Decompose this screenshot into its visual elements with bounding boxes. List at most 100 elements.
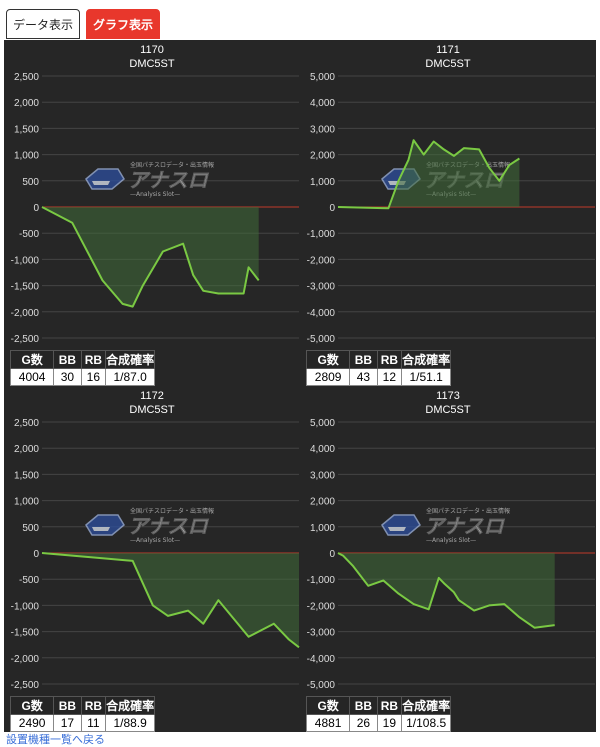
bb-value: 43 bbox=[349, 368, 378, 386]
games-header: G数 bbox=[9, 696, 55, 715]
stats-header-row: G数 BB RB 合成確率 bbox=[9, 696, 156, 715]
machine-model: DMC5ST bbox=[425, 404, 471, 416]
y-tick-label: -2,500 bbox=[11, 334, 40, 345]
bb-value: 26 bbox=[349, 714, 378, 732]
y-tick-label: -1,500 bbox=[11, 282, 40, 293]
bb-header: BB bbox=[53, 350, 82, 369]
games-header: G数 bbox=[305, 696, 351, 715]
machine-number: 1171 bbox=[436, 44, 460, 56]
y-tick-label: 1,000 bbox=[310, 177, 335, 188]
watermark-sub: —Analysis Slot— bbox=[130, 537, 180, 544]
stats-value-row: 2809 43 12 1/51.1 bbox=[305, 368, 452, 386]
payout-area bbox=[42, 207, 259, 307]
payout-area bbox=[338, 140, 520, 209]
y-tick-label: -3,000 bbox=[307, 628, 336, 639]
rb-value: 19 bbox=[376, 714, 403, 732]
rate-value: 1/87.0 bbox=[105, 368, 156, 386]
payout-line bbox=[41, 552, 300, 649]
watermark-logo: アナスロ bbox=[128, 514, 210, 538]
y-tick-label: -2,000 bbox=[11, 308, 40, 319]
bb-header: BB bbox=[53, 696, 82, 715]
y-tick-label: -1,000 bbox=[307, 575, 336, 586]
y-tick-label: 1,500 bbox=[14, 470, 39, 481]
slump-graph: 1173 DMC5ST 5,000 4,000 3,000 2,000 1,000 0 -1,0… bbox=[307, 390, 595, 691]
bb-value: 30 bbox=[53, 368, 82, 386]
stats-table: G数 BB RB 合成確率 2490 17 11 1/88.9 bbox=[9, 696, 156, 732]
y-tick-label: -1,500 bbox=[11, 628, 40, 639]
tab-graph-view[interactable]: グラフ表示 bbox=[86, 9, 161, 39]
rb-value: 16 bbox=[80, 368, 107, 386]
stats-value-row: 4004 30 16 1/87.0 bbox=[9, 368, 156, 386]
machine-model: DMC5ST bbox=[129, 404, 175, 416]
y-tick-label: 0 bbox=[329, 203, 335, 214]
rate-header: 合成確率 bbox=[105, 696, 156, 715]
watermark-tagline: 全国パチスロデータ・出玉情報 bbox=[130, 507, 214, 515]
y-tick-label: -5,000 bbox=[307, 334, 336, 345]
watermark-logo: アナスロ bbox=[424, 514, 506, 538]
stats-table: G数 BB RB 合成確率 4881 26 19 1/108.5 bbox=[305, 696, 452, 732]
stats-table: G数 BB RB 合成確率 2809 43 12 1/51.1 bbox=[305, 350, 452, 386]
rate-header: 合成確率 bbox=[105, 350, 156, 369]
machine-panel: 1171 DMC5ST 5,000 4,000 3,000 2,000 1,000 0 -1,0… bbox=[300, 40, 596, 386]
y-tick-label: -2,000 bbox=[307, 255, 336, 266]
y-tick-label: -2,500 bbox=[11, 680, 40, 691]
stats-table: G数 BB RB 合成確率 4004 30 16 1/87.0 bbox=[9, 350, 156, 386]
y-tick-label: 0 bbox=[33, 203, 39, 214]
tab-data-view[interactable]: データ表示 bbox=[6, 9, 81, 39]
games-value: 2809 bbox=[305, 368, 351, 386]
y-tick-label: 3,000 bbox=[310, 470, 335, 481]
y-tick-label: 1,000 bbox=[14, 151, 39, 162]
rb-header: RB bbox=[376, 696, 403, 715]
payout-area bbox=[42, 553, 299, 648]
games-header: G数 bbox=[305, 350, 351, 369]
watermark-tagline: 全国パチスロデータ・出玉情報 bbox=[130, 161, 214, 169]
rb-header: RB bbox=[376, 350, 403, 369]
stats-header-row: G数 BB RB 合成確率 bbox=[305, 350, 452, 369]
machine-panel: 1173 DMC5ST 5,000 4,000 3,000 2,000 1,000 0 -1,0… bbox=[300, 386, 596, 732]
y-tick-label: -500 bbox=[19, 575, 39, 586]
y-tick-label: 2,500 bbox=[14, 72, 39, 83]
y-tick-label: 5,000 bbox=[310, 72, 335, 83]
y-tick-label: 2,000 bbox=[310, 151, 335, 162]
machine-number: 1173 bbox=[436, 390, 460, 402]
y-tick-label: 4,000 bbox=[310, 98, 335, 109]
y-tick-label: -2,000 bbox=[307, 601, 336, 612]
bb-header: BB bbox=[349, 696, 378, 715]
machine-panel: 1172 DMC5ST 2,500 2,000 1,500 1,000 500 0 -500 -1… bbox=[4, 386, 300, 732]
y-tick-label: 5,000 bbox=[310, 418, 335, 429]
y-tick-label: 4,000 bbox=[310, 444, 335, 455]
stats-value-row: 2490 17 11 1/88.9 bbox=[9, 714, 156, 732]
rate-header: 合成確率 bbox=[401, 696, 452, 715]
rb-header: RB bbox=[80, 696, 107, 715]
rate-header: 合成確率 bbox=[401, 350, 452, 369]
y-tick-label: 2,000 bbox=[14, 444, 39, 455]
y-tick-label: 3,000 bbox=[310, 124, 335, 135]
y-tick-label: -4,000 bbox=[307, 308, 336, 319]
y-tick-label: 1,500 bbox=[14, 124, 39, 135]
games-value: 2490 bbox=[9, 714, 55, 732]
watermark-logo: アナスロ bbox=[128, 168, 210, 192]
machine-model: DMC5ST bbox=[129, 58, 175, 70]
y-tick-label: -3,000 bbox=[307, 282, 336, 293]
y-tick-label: -500 bbox=[19, 229, 39, 240]
machine-number: 1172 bbox=[140, 390, 164, 402]
y-tick-label: 2,000 bbox=[14, 98, 39, 109]
rate-value: 1/88.9 bbox=[105, 714, 156, 732]
rate-value: 1/108.5 bbox=[401, 714, 452, 732]
slump-graph: 1171 DMC5ST 5,000 4,000 3,000 2,000 1,000 0 -1,0… bbox=[307, 44, 595, 345]
y-tick-label: -5,000 bbox=[307, 680, 336, 691]
back-link[interactable]: 設置機種一覧へ戻る bbox=[6, 733, 105, 746]
slump-graph: 1172 DMC5ST 2,500 2,000 1,500 1,000 500 0 -500 -1… bbox=[11, 390, 300, 691]
y-tick-label: 0 bbox=[329, 549, 335, 560]
payout-area bbox=[338, 553, 555, 628]
y-tick-label: 1,000 bbox=[310, 523, 335, 534]
rate-value: 1/51.1 bbox=[401, 368, 452, 386]
slump-graph: 1170 DMC5ST 2,500 2,000 1,500 1,000 500 0 -500 -1… bbox=[11, 44, 299, 345]
y-tick-label: 2,000 bbox=[310, 497, 335, 508]
rb-header: RB bbox=[80, 350, 107, 369]
y-tick-label: -1,000 bbox=[11, 255, 40, 266]
stats-header-row: G数 BB RB 合成確率 bbox=[305, 696, 452, 715]
y-tick-label: -1,000 bbox=[307, 229, 336, 240]
machine-panel: 1170 DMC5ST 2,500 2,000 1,500 1,000 500 0 -500 -1… bbox=[4, 40, 300, 386]
